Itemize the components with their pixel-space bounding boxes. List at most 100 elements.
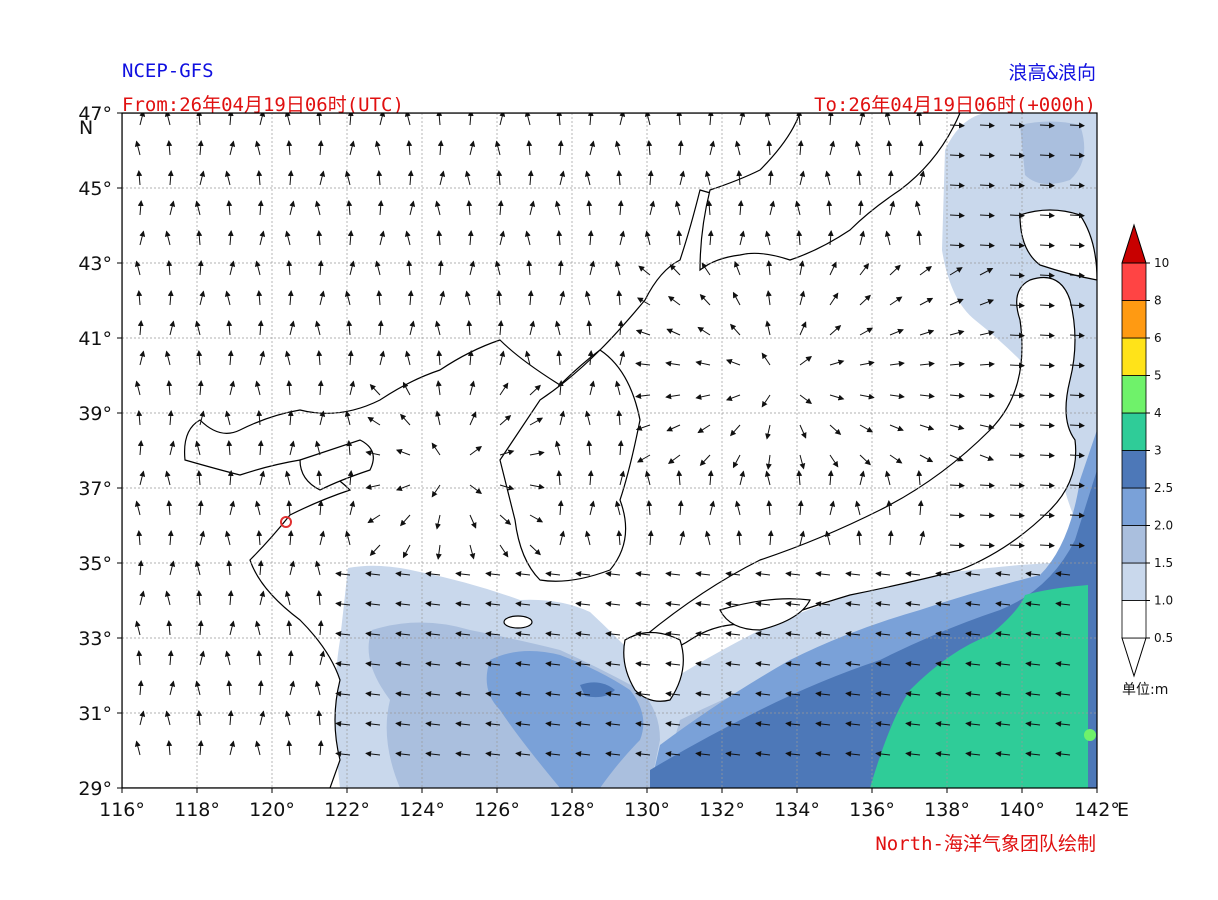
wave-arrow xyxy=(707,470,714,486)
wave-arrow xyxy=(496,170,503,186)
wave-arrow xyxy=(466,200,473,216)
wave-arrow xyxy=(919,170,926,186)
wave-arrow xyxy=(1009,182,1025,189)
wave-arrow xyxy=(377,200,384,216)
wave-arrow xyxy=(949,361,965,368)
colorbar-level-label: 4 xyxy=(1154,406,1162,420)
wave-arrow xyxy=(815,720,831,727)
wave-arrow xyxy=(884,230,891,246)
wave-arrow xyxy=(137,440,144,456)
wave-arrow xyxy=(402,381,411,396)
wave-arrow xyxy=(587,230,594,246)
wave-arrow xyxy=(614,260,621,276)
wave-arrow xyxy=(527,170,534,186)
colorbar-min-extension xyxy=(1121,637,1147,678)
wave-arrow xyxy=(785,720,801,727)
wave-arrow xyxy=(1025,630,1041,637)
wave-arrow xyxy=(455,720,471,727)
wave-arrow xyxy=(935,690,951,697)
wave-arrow xyxy=(317,140,324,156)
wave-arrow xyxy=(979,182,995,189)
wave-arrow xyxy=(829,454,839,468)
wave-arrow xyxy=(1039,332,1055,339)
wave-arrow xyxy=(1039,512,1055,519)
wave-arrow xyxy=(524,350,531,366)
wave-arrow xyxy=(164,230,171,246)
wave-arrow xyxy=(815,630,831,637)
wave-arrow xyxy=(766,260,773,276)
wave-arrow xyxy=(916,470,923,486)
wave-arrow xyxy=(1009,452,1025,459)
colorbar-swatch xyxy=(1121,412,1147,451)
wave-arrow xyxy=(605,690,621,697)
lon-tick-label: 132° xyxy=(699,799,745,821)
wave-arrow xyxy=(1039,272,1055,279)
wave-arrow xyxy=(884,113,891,126)
wave-arrow xyxy=(665,690,681,697)
wave-arrow xyxy=(365,720,381,727)
wave-arrow xyxy=(725,600,741,607)
wave-arrow xyxy=(575,600,591,607)
wave-arrow xyxy=(824,170,831,186)
wave-arrow xyxy=(799,394,813,404)
wave-arrow xyxy=(194,680,201,696)
wave-arrow xyxy=(1055,690,1071,697)
wave-arrow xyxy=(586,440,593,456)
wave-arrow xyxy=(859,230,866,246)
wave-arrow xyxy=(889,200,896,216)
wave-arrow xyxy=(254,380,261,396)
wave-arrow xyxy=(916,230,923,246)
wave-arrow xyxy=(765,320,771,336)
wave-arrow xyxy=(845,600,861,607)
wave-arrow xyxy=(1009,122,1025,129)
wave-arrow xyxy=(314,680,321,696)
wave-arrow xyxy=(589,140,596,156)
colorbar-level-label: 5 xyxy=(1154,369,1162,383)
lon-tick-label: 116° xyxy=(99,799,145,821)
wave-arrow xyxy=(1025,660,1041,667)
wave-arrow xyxy=(134,740,141,756)
wave-arrow xyxy=(785,750,801,757)
wave-arrow xyxy=(949,329,965,336)
wave-arrow xyxy=(949,482,965,489)
wave-arrow xyxy=(764,470,771,486)
wave-arrow xyxy=(767,170,774,186)
wave-arrow xyxy=(317,740,324,756)
wave-arrow xyxy=(699,454,711,466)
longitude-axis: 116° 118° 120° 122° 124° 126° 128° 130° 132° 134°… xyxy=(99,788,1120,821)
valid-from-label: From:26年04月19日06时(UTC) xyxy=(122,94,404,116)
wave-arrow xyxy=(829,324,842,336)
wave-arrow xyxy=(1039,182,1055,189)
colorbar-level-label: 10 xyxy=(1154,256,1169,270)
wave-arrow xyxy=(379,230,386,246)
wave-arrow xyxy=(767,530,774,546)
wave-arrow xyxy=(404,113,411,126)
wave-arrow xyxy=(1009,302,1025,309)
wave-arrow xyxy=(614,140,621,156)
wave-arrow xyxy=(166,380,173,396)
wave-arrow xyxy=(886,140,893,156)
wave-arrow xyxy=(965,570,981,577)
wave-arrow xyxy=(139,710,146,726)
wave-arrow xyxy=(725,750,741,757)
wave-arrow xyxy=(136,530,143,546)
wave-arrow xyxy=(369,384,381,396)
wave-arrow xyxy=(736,170,743,186)
wave-arrow xyxy=(616,530,623,546)
colorbar-swatch xyxy=(1121,300,1147,339)
wave-arrow xyxy=(799,530,806,546)
wave-arrow xyxy=(1039,302,1055,309)
wave-arrow xyxy=(469,514,477,529)
wave-arrow xyxy=(701,262,711,276)
wave-arrow xyxy=(395,750,411,757)
wave-arrow xyxy=(859,360,875,367)
wave-arrow xyxy=(316,470,323,486)
wave-arrow xyxy=(815,690,831,697)
wave-arrow xyxy=(455,660,471,667)
wave-arrow xyxy=(919,329,935,336)
wave-arrow xyxy=(586,200,593,216)
wave-arrow xyxy=(437,260,444,276)
lat-tick-label: 33° xyxy=(78,628,112,650)
wave-arrow xyxy=(875,660,891,667)
wave-arrow xyxy=(226,560,233,576)
